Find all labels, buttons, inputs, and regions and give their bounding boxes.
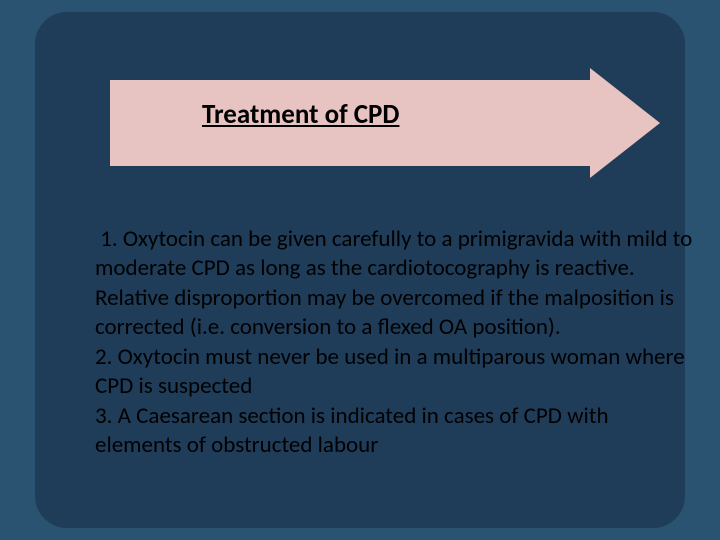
point-3: 3. A Caesarean section is indicated in c… bbox=[95, 402, 695, 461]
point-1: 1. Oxytocin can be given carefully to a … bbox=[95, 225, 695, 343]
slide-panel: Treatment of CPD 1. Oxytocin can be give… bbox=[35, 12, 685, 528]
slide-title: Treatment of CPD bbox=[202, 98, 399, 131]
content-box: 1. Oxytocin can be given carefully to a … bbox=[95, 225, 695, 461]
point-2: 2. Oxytocin must never be used in a mult… bbox=[95, 343, 695, 402]
arrow-head-icon bbox=[590, 68, 660, 178]
title-arrow: Treatment of CPD bbox=[110, 68, 670, 178]
